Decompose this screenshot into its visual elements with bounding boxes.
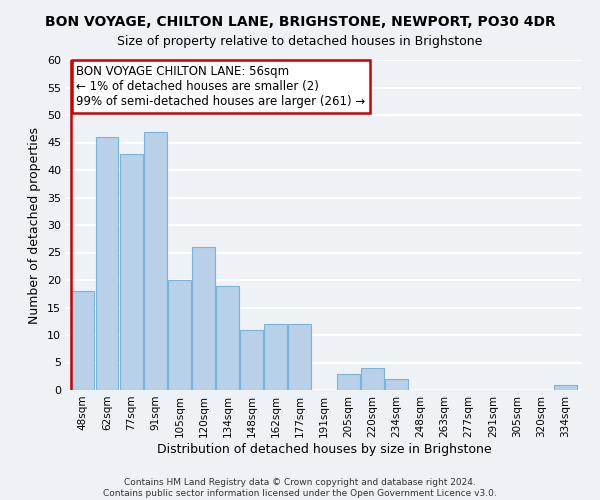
Text: BON VOYAGE, CHILTON LANE, BRIGHSTONE, NEWPORT, PO30 4DR: BON VOYAGE, CHILTON LANE, BRIGHSTONE, NE…: [44, 15, 556, 29]
Text: BON VOYAGE CHILTON LANE: 56sqm
← 1% of detached houses are smaller (2)
99% of se: BON VOYAGE CHILTON LANE: 56sqm ← 1% of d…: [76, 65, 365, 108]
Bar: [554, 384, 577, 390]
Text: Size of property relative to detached houses in Brighstone: Size of property relative to detached ho…: [118, 35, 482, 48]
Bar: [361, 368, 383, 390]
Bar: [216, 286, 239, 390]
X-axis label: Distribution of detached houses by size in Brighstone: Distribution of detached houses by size …: [157, 442, 491, 456]
Bar: [289, 324, 311, 390]
Bar: [168, 280, 191, 390]
Bar: [71, 291, 94, 390]
Y-axis label: Number of detached properties: Number of detached properties: [28, 126, 41, 324]
Bar: [144, 132, 167, 390]
Bar: [192, 247, 215, 390]
Bar: [265, 324, 287, 390]
Bar: [119, 154, 143, 390]
Bar: [95, 137, 118, 390]
Bar: [240, 330, 263, 390]
Bar: [337, 374, 359, 390]
Bar: [385, 379, 408, 390]
Text: Contains HM Land Registry data © Crown copyright and database right 2024.
Contai: Contains HM Land Registry data © Crown c…: [103, 478, 497, 498]
